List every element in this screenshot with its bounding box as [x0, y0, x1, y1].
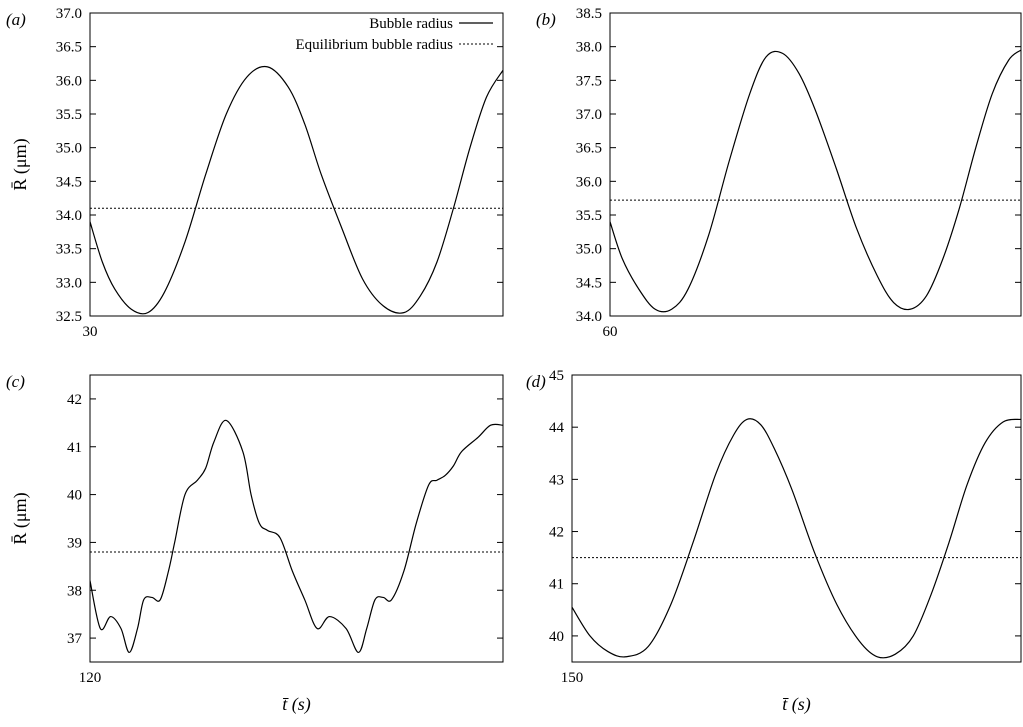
x-axis-title: t̄ (s): [282, 694, 311, 715]
y-tick-label: 37.0: [576, 107, 602, 123]
panel-label: (b): [536, 10, 556, 29]
plot-frame: [89, 12, 504, 317]
y-tick-label: 33.5: [56, 242, 82, 258]
y-tick-label: 41: [549, 577, 564, 593]
panel-b: 34.0 34.5 35.0 35.5 36.0 36.5 37.0 37.5 38.0 38.5…: [536, 6, 1022, 340]
y-tick-label: 36.5: [576, 141, 602, 157]
y-tick-label: 42: [67, 392, 82, 408]
y-tick-label: 36.0: [56, 73, 82, 89]
panel-a: 32.5 33.0 33.5 34.0 34.5 35.0 35.5 36.0 36.5 37.0…: [6, 6, 504, 340]
x-axis-title: t̄ (s): [782, 694, 811, 715]
legend-entry-label: Bubble radius: [369, 16, 453, 32]
y-tick-label: 39: [67, 535, 82, 551]
panel-label: (d): [526, 372, 546, 391]
y-tick-label: 37: [67, 631, 83, 647]
y-tick-label: 45: [549, 368, 564, 384]
y-tick-label: 38: [67, 583, 82, 599]
bubble-radius-line: [90, 65, 503, 315]
y-tick-label: 35.5: [576, 208, 602, 224]
y-tick-label: 38.0: [576, 40, 602, 56]
x-tick-label: 60: [603, 324, 618, 340]
x-tick-label: 30: [83, 324, 98, 340]
panel-c: 37 38 39 40 41 42 120 (c) R̄ (μm) t̄ (s): [6, 372, 504, 715]
legend-entry-label: Equilibrium bubble radius: [296, 37, 454, 53]
bubble-radius-line: [90, 419, 503, 654]
y-tick-label: 43: [549, 472, 564, 488]
y-tick-label: 35.5: [56, 107, 82, 123]
y-tick-label: 40: [549, 629, 564, 645]
y-tick-label: 32.5: [56, 309, 82, 325]
y-tick-label: 36.0: [576, 174, 602, 190]
y-tick-label: 38.5: [576, 6, 602, 22]
y-tick-label: 34.5: [56, 174, 82, 190]
y-tick-label: 44: [549, 420, 565, 436]
y-tick-label: 34.0: [56, 208, 82, 224]
y-tick-label: 42: [549, 525, 564, 541]
y-tick-label: 41: [67, 440, 82, 456]
plot-frame: [89, 374, 504, 663]
y-tick-label: 37.5: [576, 73, 602, 89]
y-axis-title: R̄ (μm): [10, 138, 31, 190]
plot-frame: [609, 12, 1022, 317]
y-tick-label: 34.0: [576, 309, 602, 325]
panel-label: (c): [6, 372, 25, 391]
y-tick-label: 34.5: [576, 275, 602, 291]
panel-label: (a): [6, 10, 26, 29]
x-tick-label: 120: [79, 670, 102, 686]
panel-d: 40 41 42 43 44 45 150 (d) t̄ (s): [526, 368, 1022, 715]
y-axis-title: R̄ (μm): [10, 492, 31, 544]
bubble-radius-line: [610, 49, 1021, 313]
y-tick-label: 37.0: [56, 6, 82, 22]
legend: Bubble radius Equilibrium bubble radius: [296, 16, 493, 53]
y-tick-label: 35.0: [576, 242, 602, 258]
x-tick-label: 150: [561, 670, 584, 686]
plot-frame: [571, 374, 1022, 663]
y-tick-label: 33.0: [56, 275, 82, 291]
bubble-radius-line: [572, 418, 1021, 659]
y-tick-label: 35.0: [56, 141, 82, 157]
y-tick-label: 40: [67, 488, 82, 504]
y-tick-label: 36.5: [56, 40, 82, 56]
